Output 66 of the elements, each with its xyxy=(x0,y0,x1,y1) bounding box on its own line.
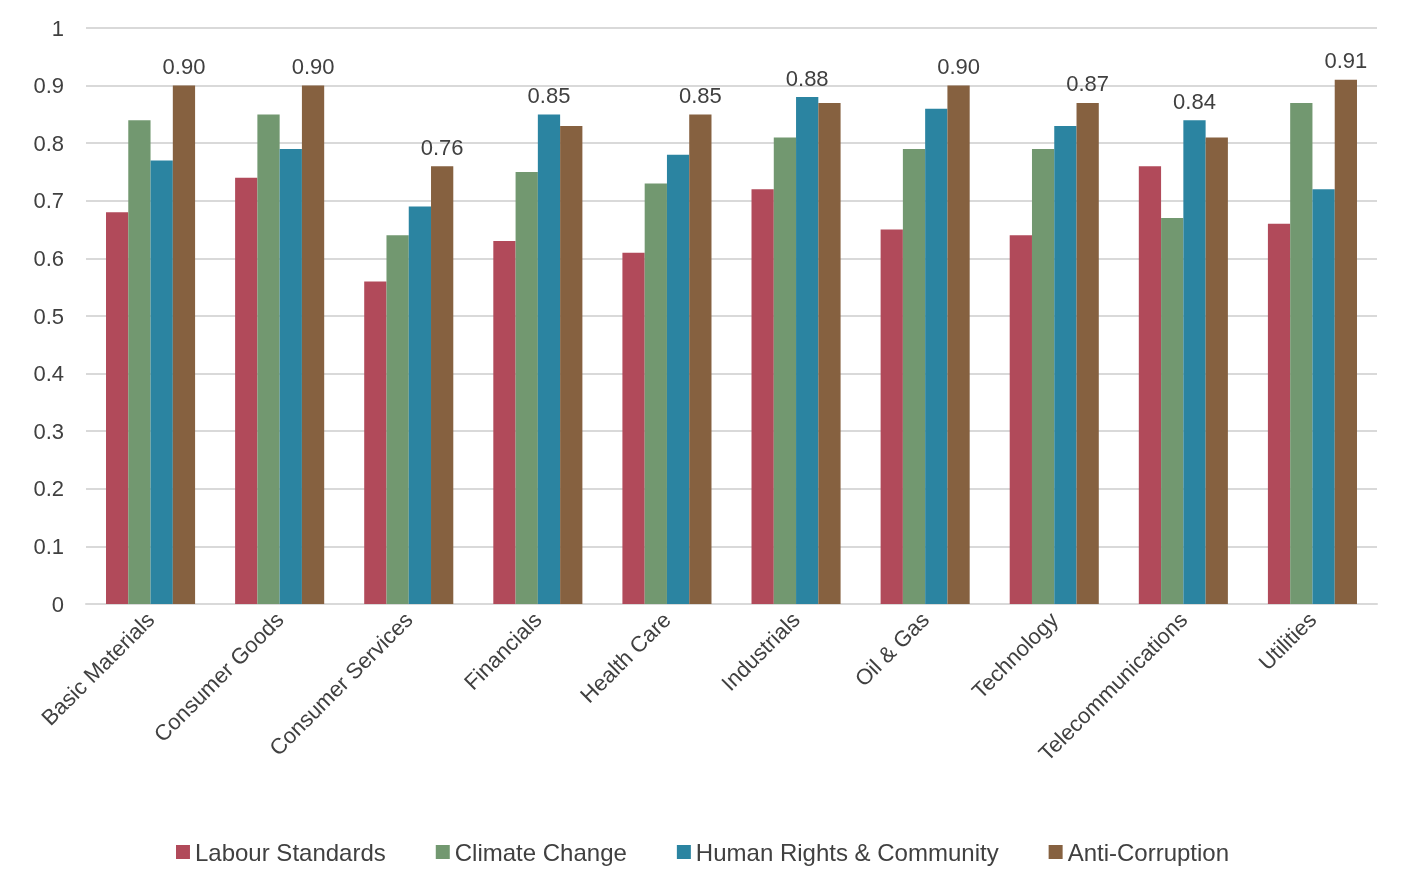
data-label: 0.88 xyxy=(785,65,829,91)
y-tick-label: 0.5 xyxy=(33,303,64,329)
data-label: 0.87 xyxy=(1066,71,1110,97)
bar xyxy=(386,235,409,604)
bar xyxy=(279,148,302,604)
y-tick-label: 0.9 xyxy=(33,73,64,99)
data-label: 0.84 xyxy=(1173,88,1216,114)
bar xyxy=(644,183,667,604)
bar xyxy=(301,85,325,604)
bar xyxy=(666,154,690,604)
data-label: 0.90 xyxy=(162,54,206,80)
bar xyxy=(1161,218,1184,604)
y-tick-label: 0.6 xyxy=(33,245,64,271)
bar xyxy=(493,241,516,604)
bar xyxy=(515,172,538,604)
x-tick-label: Oil & Gas xyxy=(849,607,934,692)
bar xyxy=(1009,235,1032,604)
bar xyxy=(1290,102,1313,604)
bar xyxy=(1031,148,1055,604)
legend-label: Climate Change xyxy=(454,838,627,866)
data-label: 0.85 xyxy=(527,82,571,108)
bar xyxy=(106,212,129,604)
bar xyxy=(902,148,926,604)
bar xyxy=(1312,189,1335,604)
bar xyxy=(128,120,151,604)
bar xyxy=(818,102,841,604)
bar xyxy=(1267,223,1291,604)
bar xyxy=(1054,125,1077,604)
y-tick-label: 0.3 xyxy=(33,418,64,444)
y-tick-label: 0.1 xyxy=(33,533,64,559)
bar xyxy=(880,229,903,604)
data-label: 0.76 xyxy=(420,134,464,160)
bar xyxy=(689,114,712,604)
bar xyxy=(1183,120,1206,604)
bar xyxy=(751,189,774,604)
bar xyxy=(560,125,583,604)
bar xyxy=(925,108,948,604)
bar xyxy=(257,114,280,604)
bar xyxy=(773,137,797,604)
bar xyxy=(150,160,173,604)
bar xyxy=(364,281,387,604)
bar xyxy=(622,252,645,604)
y-tick-label: 0 xyxy=(51,591,64,617)
bar xyxy=(1076,102,1099,604)
bar xyxy=(172,85,196,604)
y-tick-label: 0.7 xyxy=(33,188,64,214)
bar xyxy=(947,85,970,604)
legend-label: Human Rights & Community xyxy=(695,838,999,866)
bar xyxy=(537,114,561,604)
bar xyxy=(1205,137,1228,604)
bar xyxy=(1138,166,1162,604)
data-label: 0.85 xyxy=(678,82,722,108)
bar xyxy=(1334,79,1357,604)
y-tick-label: 0.4 xyxy=(33,361,64,387)
legend-label: Labour Standards xyxy=(194,838,386,866)
legend-label: Anti-Corruption xyxy=(1067,838,1230,866)
y-tick-label: 1 xyxy=(51,15,64,41)
data-label: 0.90 xyxy=(291,54,335,80)
bar xyxy=(408,206,432,604)
bar xyxy=(796,97,819,604)
data-label: 0.91 xyxy=(1324,48,1368,74)
bar xyxy=(431,166,454,604)
y-tick-label: 0.2 xyxy=(33,476,64,502)
y-tick-label: 0.8 xyxy=(33,130,64,156)
bar xyxy=(235,177,258,604)
data-label: 0.90 xyxy=(937,54,980,80)
